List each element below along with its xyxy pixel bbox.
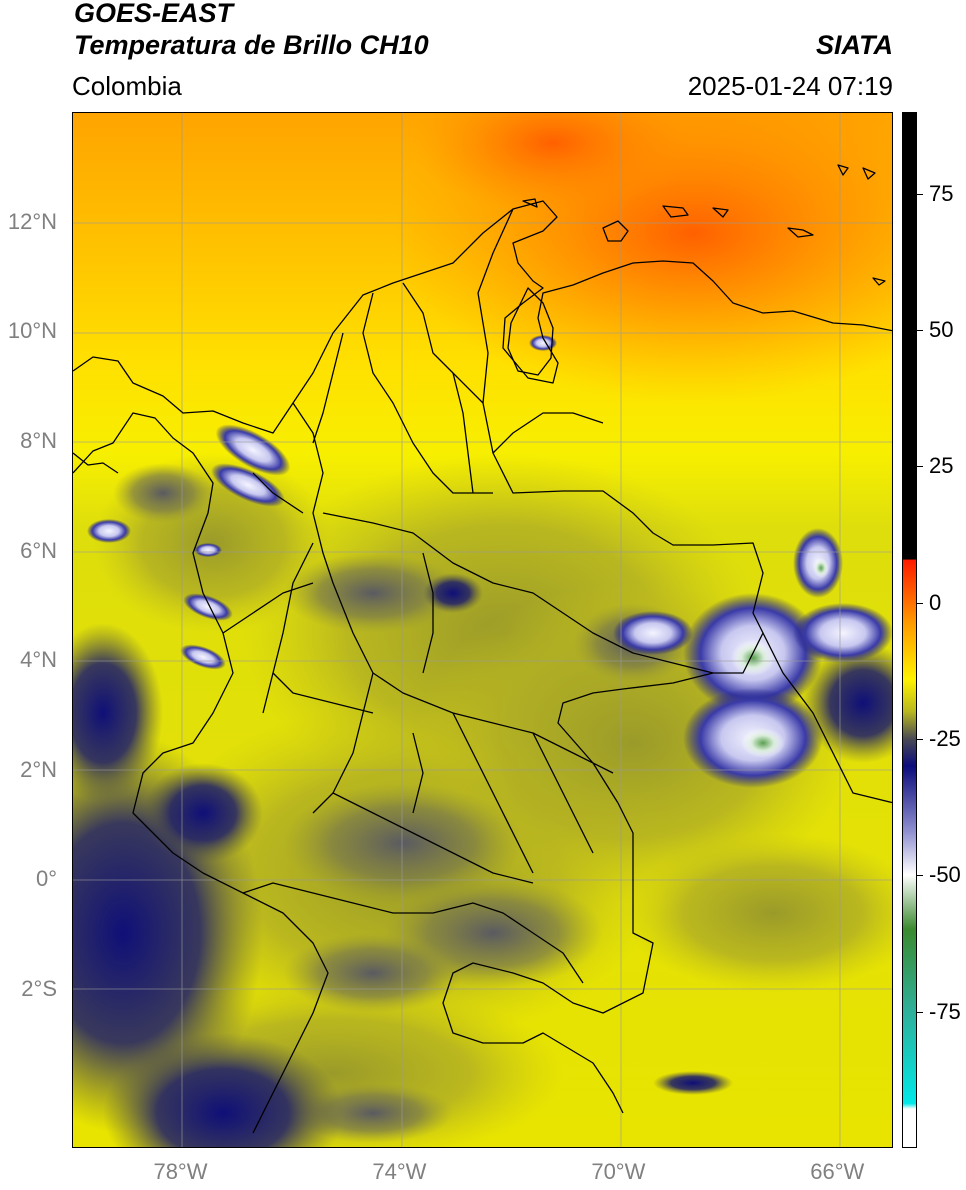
colorbar-tick-mark xyxy=(917,739,923,741)
longitude-label: 66°W xyxy=(810,1159,865,1184)
pacific-coastline xyxy=(73,412,329,1134)
latitude-label: 4°N xyxy=(20,647,57,673)
longitude-label: 70°W xyxy=(591,1159,646,1184)
colorbar-tick-label: 75 xyxy=(929,180,954,206)
colorbar-tick-mark xyxy=(917,875,923,877)
storm-cells-pacific xyxy=(87,335,557,670)
colombia-ecuador-border xyxy=(242,882,584,984)
title-satellite: GOES-EAST xyxy=(74,0,234,28)
brand-label: SIATA xyxy=(816,30,893,60)
political-boundaries xyxy=(73,164,892,1134)
colorbar-tick-label: -25 xyxy=(929,726,961,752)
colorbar-tick-mark xyxy=(917,330,923,332)
grid-lines xyxy=(73,113,892,1147)
longitude-label: 78°W xyxy=(153,1159,208,1184)
colorbar-tick-label: -75 xyxy=(929,998,961,1024)
title-product: Temperatura de Brillo CH10 xyxy=(74,30,429,60)
colorbar-tick-label: 50 xyxy=(929,317,954,343)
region-label: Colombia xyxy=(72,71,182,101)
deep-convection-southwest xyxy=(73,573,892,1147)
datetime-label: 2025-01-24 07:19 xyxy=(687,71,893,101)
brightness-temperature-map xyxy=(73,113,892,1147)
temperature-colorbar xyxy=(902,112,917,1148)
colorbar-tick-mark xyxy=(917,1011,923,1013)
colorbar-tick-mark xyxy=(917,466,923,468)
longitude-label: 74°W xyxy=(372,1159,427,1184)
latitude-label: 6°N xyxy=(20,537,57,563)
latitude-label: 10°N xyxy=(7,318,57,344)
olive-cloud-field xyxy=(93,453,892,1147)
latitude-label: 0° xyxy=(35,866,57,892)
latitude-label: 2°N xyxy=(20,756,57,782)
gray-cloud-field xyxy=(113,463,693,1143)
caribbean-coastline xyxy=(73,200,892,434)
colorbar-tick-mark xyxy=(917,602,923,604)
colorbar-tick-label: -50 xyxy=(929,862,961,888)
latitude-label: 12°N xyxy=(7,208,57,234)
colorbar-tick-label: 25 xyxy=(929,453,954,479)
colombia-peru-brazil-border xyxy=(442,802,654,1114)
caribbean-warm-area-2 xyxy=(413,113,693,213)
latitude-label: 2°S xyxy=(21,976,57,1002)
colombia-venezuela-border xyxy=(477,208,764,804)
storm-cells-east xyxy=(613,528,892,788)
latitude-label: 8°N xyxy=(20,427,57,453)
colorbar-tick-label: 0 xyxy=(929,589,942,615)
venezuela-brazil-border xyxy=(762,632,892,804)
colorbar-tick-mark xyxy=(917,193,923,195)
map-panel xyxy=(72,112,893,1148)
lake-maracaibo xyxy=(507,287,554,376)
